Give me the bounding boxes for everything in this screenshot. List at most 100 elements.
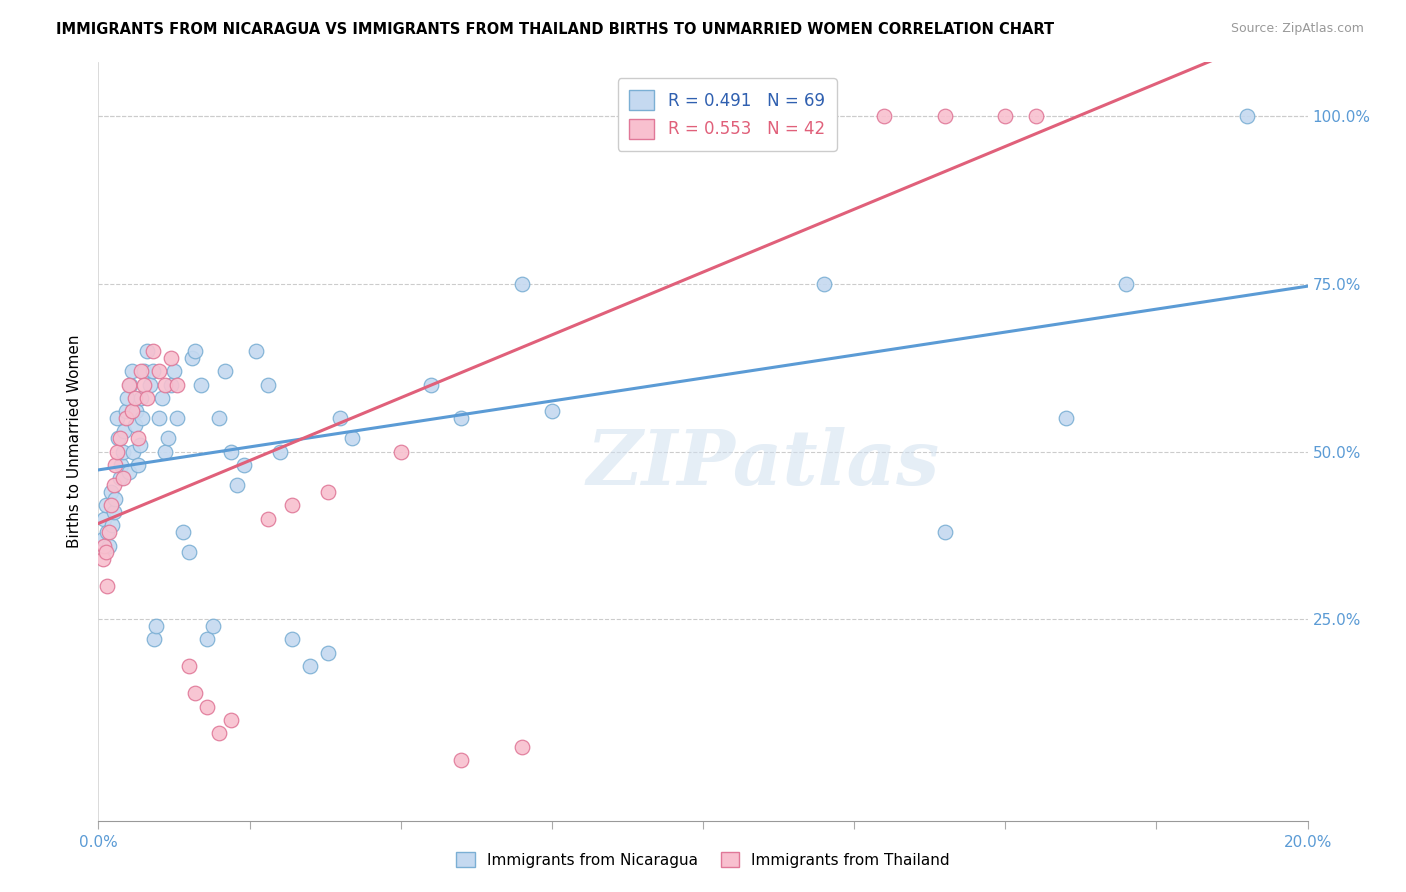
Text: Source: ZipAtlas.com: Source: ZipAtlas.com bbox=[1230, 22, 1364, 36]
Point bbox=[98, 525, 121, 540]
Point bbox=[172, 525, 194, 540]
Point bbox=[190, 377, 212, 392]
Point bbox=[124, 417, 146, 432]
Point bbox=[232, 458, 254, 472]
Point bbox=[129, 364, 152, 378]
Point bbox=[934, 109, 956, 123]
Point bbox=[127, 431, 149, 445]
Point bbox=[420, 377, 443, 392]
Point bbox=[195, 699, 218, 714]
Point bbox=[813, 109, 835, 123]
Point bbox=[934, 525, 956, 540]
Point bbox=[127, 458, 149, 472]
Point bbox=[208, 411, 231, 425]
Point bbox=[184, 686, 207, 700]
Point bbox=[91, 552, 114, 566]
Point bbox=[150, 391, 173, 405]
Point bbox=[281, 498, 304, 512]
Point bbox=[692, 109, 714, 123]
Point bbox=[1115, 277, 1137, 291]
Point bbox=[208, 726, 231, 740]
Point bbox=[105, 411, 128, 425]
Point bbox=[256, 512, 278, 526]
Point bbox=[316, 646, 339, 660]
Point bbox=[1054, 411, 1077, 425]
Point bbox=[143, 632, 166, 647]
Point bbox=[221, 713, 243, 727]
Point bbox=[122, 444, 145, 458]
Point bbox=[112, 425, 135, 439]
Point bbox=[114, 404, 136, 418]
Point bbox=[179, 545, 201, 559]
Point bbox=[104, 491, 127, 506]
Point bbox=[156, 431, 179, 445]
Point bbox=[132, 377, 155, 392]
Point bbox=[110, 458, 132, 472]
Point bbox=[118, 377, 141, 392]
Point bbox=[135, 391, 157, 405]
Text: ZIPatlas: ZIPatlas bbox=[586, 427, 941, 501]
Point bbox=[148, 411, 170, 425]
Point bbox=[107, 431, 129, 445]
Point bbox=[163, 364, 186, 378]
Point bbox=[132, 364, 155, 378]
Point bbox=[1024, 109, 1046, 123]
Point bbox=[111, 444, 134, 458]
Point bbox=[202, 619, 225, 633]
Point bbox=[125, 404, 148, 418]
Point bbox=[813, 277, 835, 291]
Point bbox=[153, 377, 176, 392]
Point bbox=[105, 444, 128, 458]
Point bbox=[131, 411, 153, 425]
Point bbox=[108, 471, 131, 485]
Point bbox=[181, 351, 204, 365]
Point bbox=[121, 404, 143, 418]
Point bbox=[139, 377, 162, 392]
Point bbox=[195, 632, 218, 647]
Point bbox=[96, 525, 118, 540]
Point bbox=[145, 619, 167, 633]
Point bbox=[389, 444, 412, 458]
Point bbox=[96, 579, 118, 593]
Point bbox=[166, 377, 188, 392]
Point bbox=[142, 364, 165, 378]
Point bbox=[94, 545, 117, 559]
Point bbox=[124, 391, 146, 405]
Point bbox=[160, 351, 183, 365]
Point bbox=[100, 484, 122, 499]
Point bbox=[873, 109, 896, 123]
Point bbox=[135, 343, 157, 358]
Point bbox=[93, 539, 115, 553]
Point bbox=[510, 277, 533, 291]
Point bbox=[100, 498, 122, 512]
Point bbox=[299, 659, 322, 673]
Point bbox=[103, 505, 125, 519]
Point bbox=[450, 753, 472, 767]
Point bbox=[160, 377, 183, 392]
Point bbox=[994, 109, 1017, 123]
Point bbox=[179, 659, 201, 673]
Point bbox=[166, 411, 188, 425]
Point bbox=[450, 411, 472, 425]
Point bbox=[128, 438, 150, 452]
Point bbox=[510, 739, 533, 754]
Y-axis label: Births to Unmarried Women: Births to Unmarried Women bbox=[67, 334, 83, 549]
Point bbox=[93, 512, 115, 526]
Point bbox=[104, 458, 127, 472]
Point bbox=[103, 478, 125, 492]
Point bbox=[245, 343, 267, 358]
Point bbox=[316, 484, 339, 499]
Point bbox=[269, 444, 291, 458]
Point bbox=[153, 444, 176, 458]
Point bbox=[226, 478, 249, 492]
Point bbox=[91, 532, 114, 546]
Point bbox=[117, 391, 139, 405]
Point bbox=[98, 539, 121, 553]
Point bbox=[118, 465, 141, 479]
Point bbox=[342, 431, 364, 445]
Point bbox=[118, 377, 141, 392]
Legend: R = 0.491   N = 69, R = 0.553   N = 42: R = 0.491 N = 69, R = 0.553 N = 42 bbox=[617, 78, 837, 151]
Point bbox=[114, 411, 136, 425]
Point bbox=[1236, 109, 1258, 123]
Point bbox=[329, 411, 352, 425]
